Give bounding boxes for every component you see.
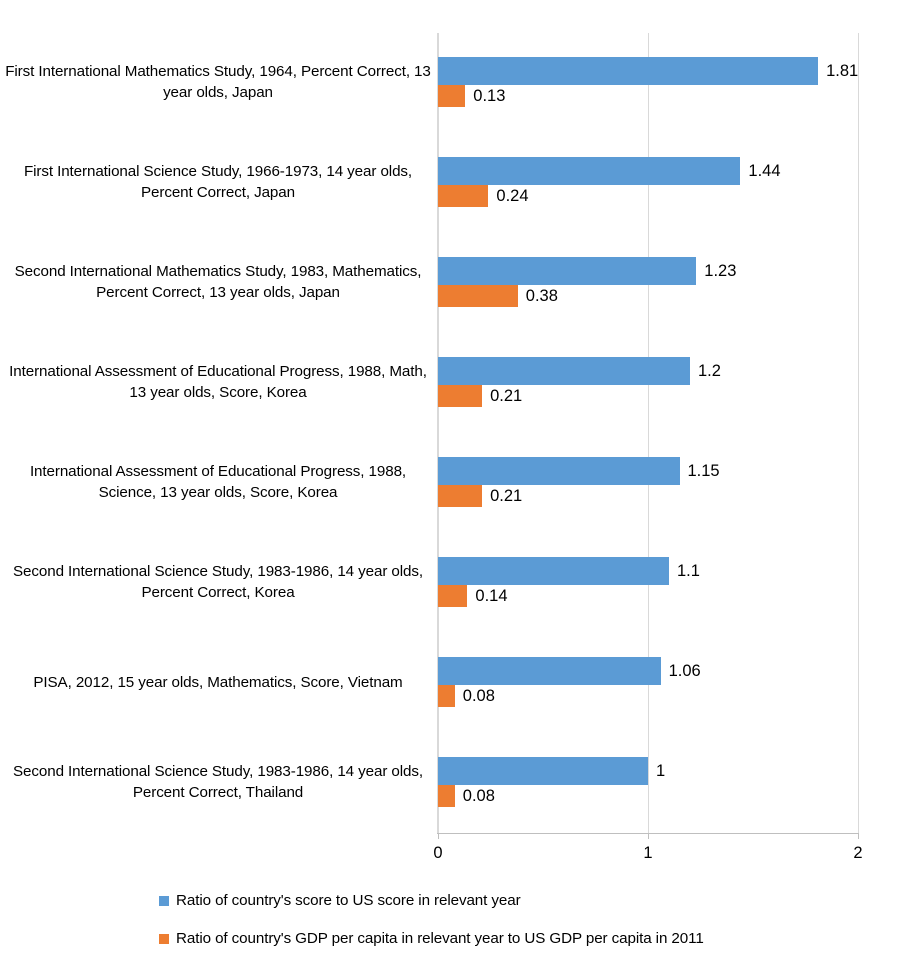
bar-value-label: 1 — [656, 762, 666, 780]
category-label: Second International Mathematics Study, … — [14, 263, 422, 301]
bar[interactable] — [438, 85, 466, 107]
bar[interactable] — [438, 157, 741, 185]
axis-tick-mark — [858, 833, 859, 839]
bar[interactable] — [438, 757, 648, 785]
bar-value-label: 0.21 — [490, 387, 523, 405]
bar[interactable] — [438, 257, 697, 285]
bar[interactable] — [438, 557, 669, 585]
bar-value-label: 0.14 — [475, 587, 508, 605]
gridline — [858, 33, 859, 833]
bar[interactable] — [438, 585, 468, 607]
bar[interactable] — [438, 185, 489, 207]
plot-area: 1.81 0.13 1.44 0.24 1.23 0.38 1.2 0.21 1.15 0.21 1… — [437, 33, 859, 833]
bar[interactable] — [438, 785, 455, 807]
bar-value-label: 0.08 — [462, 787, 495, 805]
legend-label: Ratio of country's score to US score in … — [176, 892, 521, 909]
bar[interactable] — [438, 357, 690, 385]
value-axis-tick-label: 1 — [643, 844, 653, 862]
bar[interactable] — [438, 657, 661, 685]
legend-item[interactable]: Ratio of country's score to US score in … — [159, 893, 521, 908]
axis-tick-mark — [648, 833, 649, 839]
bar-value-label: 0.13 — [473, 87, 506, 105]
bar-value-label: 0.21 — [490, 487, 523, 505]
bar-value-label: 1.23 — [704, 262, 737, 280]
bar-value-label: 1.06 — [668, 662, 701, 680]
bar[interactable] — [438, 457, 680, 485]
category-label: Second International Science Study, 1983… — [13, 763, 423, 801]
value-axis-line — [437, 33, 439, 833]
bar[interactable] — [438, 285, 518, 307]
category-label: Second International Science Study, 1983… — [13, 563, 423, 601]
bar-value-label: 1.2 — [698, 362, 721, 380]
bar-value-label: 0.08 — [462, 687, 495, 705]
bar-value-label: 1.81 — [826, 62, 859, 80]
category-label: International Assessment of Educational … — [9, 363, 427, 401]
bar-value-label: 1.1 — [677, 562, 700, 580]
category-axis-labels: First International Mathematics Study, 1… — [0, 33, 436, 833]
value-axis-tick-label: 2 — [853, 844, 863, 862]
bar[interactable] — [438, 57, 819, 85]
bar-value-label: 0.38 — [525, 287, 558, 305]
legend-item[interactable]: Ratio of country's GDP per capita in rel… — [159, 931, 704, 946]
legend-label: Ratio of country's GDP per capita in rel… — [176, 930, 704, 947]
bar[interactable] — [438, 485, 483, 507]
axis-tick-mark — [438, 833, 439, 839]
value-axis-tick-label: 0 — [433, 844, 443, 862]
legend-swatch-icon — [159, 895, 169, 906]
bar-value-label: 1.44 — [748, 162, 781, 180]
gridline — [648, 33, 649, 833]
category-label: First International Science Study, 1966-… — [23, 163, 413, 201]
bar-value-label: 0.24 — [496, 187, 529, 205]
category-label: PISA, 2012, 15 year olds, Mathematics, S… — [33, 673, 403, 691]
category-label: International Assessment of Educational … — [29, 463, 407, 501]
category-label: First International Mathematics Study, 1… — [5, 63, 431, 101]
legend-swatch-icon — [159, 933, 169, 944]
bar-value-label: 1.15 — [687, 462, 720, 480]
bar[interactable] — [438, 685, 455, 707]
bar[interactable] — [438, 385, 483, 407]
